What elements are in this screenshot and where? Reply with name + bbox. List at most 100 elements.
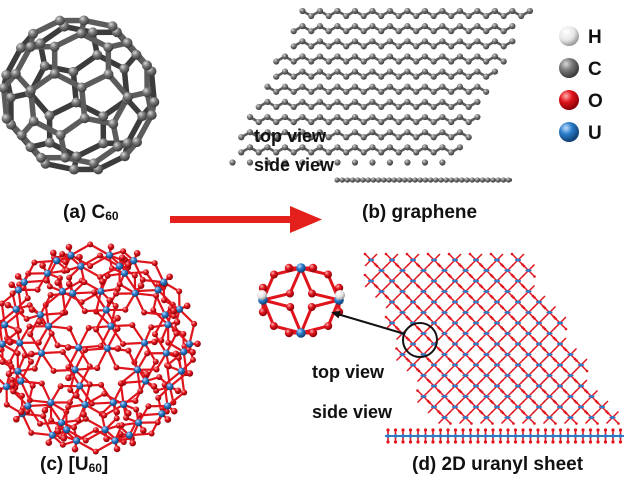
uranium-atom bbox=[432, 342, 436, 346]
oxygen-atom bbox=[489, 315, 493, 319]
oxygen-atom bbox=[468, 315, 472, 319]
oxygen-atom bbox=[384, 273, 388, 277]
oxygen-atom bbox=[57, 383, 64, 390]
uranium-atom bbox=[115, 262, 124, 270]
oxygen-atom bbox=[334, 283, 344, 293]
carbon-atom bbox=[395, 12, 402, 20]
uranium-atom bbox=[505, 331, 510, 336]
uranyl-top-view-label: top view bbox=[312, 362, 385, 382]
oxygen-atom bbox=[14, 273, 22, 280]
carbon-atom bbox=[299, 7, 306, 15]
uranium-atom bbox=[505, 268, 510, 273]
carbon-atom bbox=[141, 60, 152, 71]
oxygen-atom bbox=[447, 357, 451, 361]
oxygen-atom bbox=[551, 440, 555, 444]
carbon-atom bbox=[421, 53, 429, 60]
carbon-atom bbox=[119, 151, 130, 162]
carbon-atom bbox=[439, 68, 446, 75]
uranium-atom bbox=[431, 434, 435, 438]
carbon-atom bbox=[5, 92, 16, 103]
uranium-atom bbox=[484, 394, 489, 399]
carbon-atom bbox=[464, 177, 470, 183]
carbon-atom bbox=[404, 159, 411, 166]
oxygen-atom bbox=[468, 357, 472, 361]
oxygen-atom bbox=[558, 428, 563, 432]
carbon-atom bbox=[421, 68, 429, 75]
oxygen-atom bbox=[458, 263, 461, 266]
oxygen-atom bbox=[15, 327, 22, 334]
uranium-atom bbox=[610, 415, 615, 420]
carbon-atom bbox=[308, 103, 315, 111]
oxygen-atom bbox=[118, 422, 125, 429]
carbon-atom bbox=[491, 7, 499, 15]
carbon-atom bbox=[351, 83, 359, 90]
carbon-atom bbox=[343, 58, 350, 65]
oxygen-atom bbox=[66, 274, 73, 281]
carbon-atom bbox=[395, 134, 402, 141]
uranium-atom bbox=[379, 289, 384, 294]
uranium-atom bbox=[432, 300, 436, 304]
oxygen-atom bbox=[113, 290, 120, 297]
oxygen-atom bbox=[594, 399, 598, 403]
carbon-atom bbox=[413, 58, 420, 65]
uranium-atom bbox=[400, 310, 405, 315]
oxygen-atom bbox=[447, 378, 451, 382]
uranium-atom bbox=[589, 394, 594, 399]
uranium-atom bbox=[453, 405, 457, 409]
oxygen-atom bbox=[324, 322, 333, 330]
carbon-atom bbox=[421, 159, 429, 166]
uranium-atom bbox=[537, 321, 541, 325]
uranium-atom bbox=[44, 322, 53, 330]
uranium-atom bbox=[463, 331, 468, 336]
oxygen-atom bbox=[536, 428, 540, 432]
uranium-atom bbox=[442, 289, 447, 294]
carbon-atom bbox=[325, 73, 332, 80]
oxygen-atom bbox=[533, 275, 536, 278]
oxygen-atom bbox=[510, 252, 514, 256]
c-c-bond bbox=[78, 84, 88, 121]
uranium-atom bbox=[516, 405, 520, 409]
oxygen-atom bbox=[363, 273, 367, 277]
oxygen-atom bbox=[395, 284, 398, 287]
uranium-atom bbox=[521, 434, 525, 438]
oxygen-atom bbox=[82, 437, 89, 444]
uranium-atom bbox=[498, 434, 503, 438]
carbon-atom bbox=[474, 113, 481, 121]
oxygen-atom bbox=[106, 297, 113, 304]
carbon-atom bbox=[465, 134, 472, 141]
oxygen-atom bbox=[470, 422, 473, 425]
carbon-atom bbox=[316, 23, 324, 30]
carbon-atom bbox=[28, 116, 39, 127]
oxygen-atom bbox=[468, 252, 472, 256]
oxygen-atom bbox=[41, 407, 49, 414]
uranium-atom bbox=[369, 258, 373, 262]
carbon-atom bbox=[146, 110, 157, 121]
oxygen-atom bbox=[125, 347, 132, 354]
carbon-atom bbox=[334, 23, 341, 30]
carbon-atom bbox=[98, 138, 109, 149]
oxygen-atom bbox=[194, 340, 201, 348]
carbon-atom bbox=[386, 53, 394, 60]
uranium-atom bbox=[140, 339, 149, 347]
carbon-atom bbox=[360, 103, 367, 111]
carbon-atom bbox=[430, 73, 437, 80]
oxygen-atom bbox=[59, 349, 66, 356]
carbon-atom bbox=[334, 159, 341, 166]
carbon-atom bbox=[299, 83, 306, 90]
oxygen-atom bbox=[585, 369, 589, 373]
oxygen-atom bbox=[65, 364, 72, 371]
oxygen-atom bbox=[133, 406, 140, 413]
uranium-atom bbox=[526, 268, 531, 273]
carbon-atom bbox=[369, 129, 376, 136]
carbon-atom bbox=[465, 73, 472, 80]
oxygen-atom bbox=[564, 327, 568, 331]
carbon-atom bbox=[413, 149, 420, 156]
uranium-atom bbox=[442, 331, 447, 336]
uranium-atom bbox=[400, 289, 405, 294]
carbon-atom bbox=[351, 23, 359, 30]
uranium-atom bbox=[432, 405, 436, 409]
oxygen-atom bbox=[543, 440, 548, 444]
oxygen-atom bbox=[0, 359, 6, 366]
carbon-atom bbox=[370, 177, 376, 183]
